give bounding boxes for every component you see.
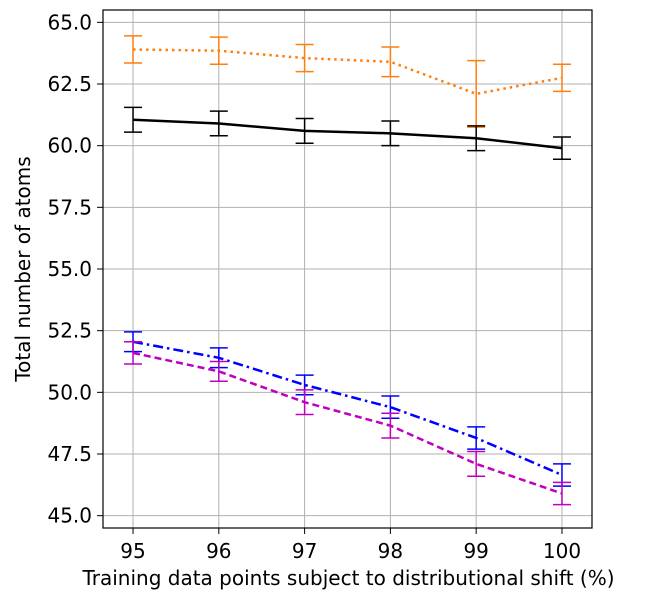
x-tick-label: 99: [463, 539, 488, 563]
series-line: [132, 351, 563, 495]
x-tick-label: 98: [378, 539, 403, 563]
series-3: [124, 331, 571, 487]
y-tick-label: 55.0: [47, 257, 92, 281]
y-tick-label: 52.5: [47, 319, 92, 343]
series-line: [133, 48, 563, 96]
grid: [103, 10, 592, 528]
x-axis-label: Training data points subject to distribu…: [81, 566, 614, 590]
y-tick-label: 60.0: [47, 134, 92, 158]
series-line: [132, 118, 563, 150]
y-tick-label: 50.0: [47, 380, 92, 404]
x-tick-label: 96: [206, 539, 231, 563]
y-tick-label: 47.5: [47, 442, 92, 466]
series-2: [124, 106, 571, 160]
y-tick-label: 45.0: [47, 504, 92, 528]
series-line: [132, 340, 563, 477]
y-tick-label: 57.5: [47, 195, 92, 219]
series-1: [124, 35, 571, 128]
ticks: 95 96 97 98 99 100 45.0 47.5 50.0 52.5 55.0 57.5 60.…: [47, 10, 581, 563]
series-layer: [124, 35, 571, 506]
series-4: [124, 341, 571, 506]
y-tick-label: 62.5: [47, 72, 92, 96]
y-tick-label: 65.0: [47, 10, 92, 34]
x-tick-label: 97: [292, 539, 317, 563]
x-tick-label: 95: [120, 539, 145, 563]
y-axis-label: Total number of atoms: [11, 156, 35, 382]
x-tick-label: 100: [543, 539, 581, 563]
